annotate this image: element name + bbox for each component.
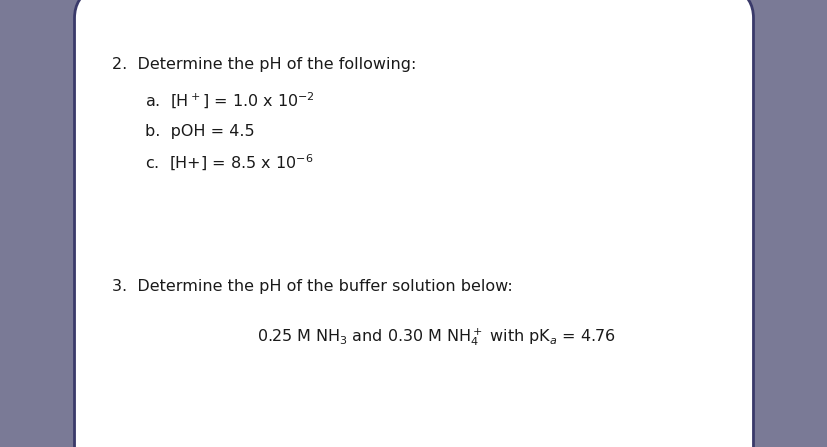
FancyBboxPatch shape: [74, 0, 753, 447]
Text: 0.25 M NH$_3$ and 0.30 M NH$_4^+$ with pK$_a$ = 4.76: 0.25 M NH$_3$ and 0.30 M NH$_4^+$ with p…: [256, 327, 614, 348]
Text: a.  [H$^+$] = 1.0 x 10$^{-2}$: a. [H$^+$] = 1.0 x 10$^{-2}$: [145, 91, 314, 110]
Text: 2.  Determine the pH of the following:: 2. Determine the pH of the following:: [112, 57, 416, 72]
Text: c.  [H+] = 8.5 x 10$^{-6}$: c. [H+] = 8.5 x 10$^{-6}$: [145, 153, 313, 173]
Text: 3.  Determine the pH of the buffer solution below:: 3. Determine the pH of the buffer soluti…: [112, 278, 512, 294]
Text: b.  pOH = 4.5: b. pOH = 4.5: [145, 124, 254, 139]
